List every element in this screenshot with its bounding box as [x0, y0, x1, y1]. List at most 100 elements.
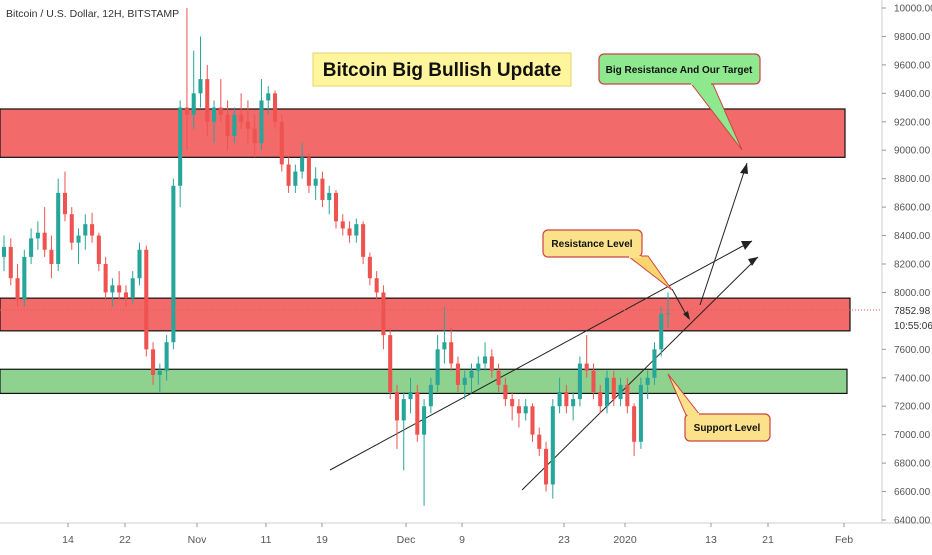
candle-body [367, 256, 372, 279]
candle-body [266, 93, 271, 101]
price-tick-label: 9200.00 [894, 117, 931, 128]
candle-body [205, 79, 210, 122]
price-tick-label: 9800.00 [894, 32, 931, 43]
price-tick-label: 8400.00 [894, 231, 931, 242]
candle-body [306, 157, 311, 186]
candle [537, 427, 542, 456]
candle [90, 212, 95, 243]
candle [123, 285, 128, 307]
candle [35, 221, 40, 250]
price-tick-label: 6400.00 [894, 516, 931, 527]
candle [96, 232, 101, 272]
candle [394, 384, 400, 449]
candle-body [537, 434, 542, 449]
time-tick-label: 9 [459, 534, 465, 546]
support-callout[interactable]: Support Level [667, 373, 771, 442]
candle [415, 384, 420, 442]
candle-body [442, 342, 447, 350]
candle-body [123, 292, 128, 299]
last-price-text: 7852.98 [894, 306, 931, 317]
candle-body [1, 246, 7, 257]
time-tick-label: 2020 [613, 534, 637, 546]
candle [144, 245, 149, 357]
price-tick-label: 8800.00 [894, 174, 931, 185]
candle-body [618, 384, 623, 400]
candle-body [496, 370, 501, 385]
candle-body [252, 128, 257, 144]
candle-body [510, 399, 515, 407]
candle-body [103, 264, 108, 293]
upper-trendline [329, 240, 753, 471]
candle [69, 207, 74, 250]
lower-trendline [521, 256, 759, 491]
candle-body [259, 100, 264, 144]
title-annotation[interactable]: Bitcoin Big Bullish Update [312, 52, 572, 87]
candle-body [665, 313, 671, 315]
time-tick-label: 21 [762, 534, 774, 546]
candle-body [157, 370, 162, 375]
candle [272, 90, 278, 129]
candle-body [455, 363, 460, 385]
candle-body [523, 406, 528, 414]
candle [564, 384, 569, 414]
candle-body [408, 392, 413, 400]
time-tick-label: Nov [188, 534, 207, 546]
candle [611, 370, 616, 407]
candle-body [625, 384, 630, 407]
candle [367, 252, 372, 286]
candle [544, 441, 549, 492]
candle [8, 238, 13, 286]
candle-body [42, 232, 47, 250]
candle [476, 356, 481, 385]
candle-body [110, 285, 115, 293]
candle-body [604, 377, 610, 407]
candle-body [69, 214, 74, 243]
candle-body [300, 157, 305, 172]
time-axis[interactable]: 14 22 Nov 11 19 Dec 9 23 2020 13 21 Feb [62, 523, 853, 546]
price-tick-label: 9000.00 [894, 146, 931, 157]
candle [205, 64, 210, 136]
candle [550, 399, 555, 499]
arrowheads [683, 163, 758, 320]
price-tick-label: 9400.00 [894, 89, 931, 100]
candle [333, 190, 339, 229]
candle-body [49, 249, 54, 264]
candle [584, 335, 589, 378]
candle [374, 271, 379, 300]
candle [313, 167, 318, 200]
candle [306, 153, 311, 193]
price-axis[interactable]: 10000.00 9800.00 9600.00 9400.00 9200.00 9000… [882, 4, 932, 527]
candle-body [164, 342, 169, 371]
candle-body [564, 392, 569, 407]
candle [645, 370, 650, 400]
time-tick-label: Dec [397, 534, 416, 546]
candle-body [320, 178, 325, 200]
candle-body [286, 164, 291, 186]
candle-body [144, 249, 149, 350]
time-tick-label: 14 [62, 534, 74, 546]
candle [462, 370, 467, 400]
candle-body [313, 178, 318, 186]
candle-body [178, 107, 183, 186]
target-callout[interactable]: Big Resistance And Our Target [598, 53, 761, 151]
candle [469, 363, 474, 392]
resistance-zone [0, 297, 851, 332]
candle-body [354, 224, 359, 236]
candle [184, 8, 189, 151]
candle-body [212, 107, 217, 122]
candle-body [239, 114, 244, 122]
candle-body [577, 363, 582, 400]
candle [598, 384, 603, 414]
candle [117, 271, 122, 300]
candle [327, 185, 332, 215]
candle-body [401, 399, 406, 421]
candle [523, 399, 528, 421]
time-tick-label: 22 [119, 534, 131, 546]
candle [381, 285, 386, 350]
candle-body [327, 192, 332, 200]
candle [652, 342, 657, 385]
resistance-zone [0, 108, 846, 158]
resistance-callout[interactable]: Resistance Level [542, 229, 673, 291]
